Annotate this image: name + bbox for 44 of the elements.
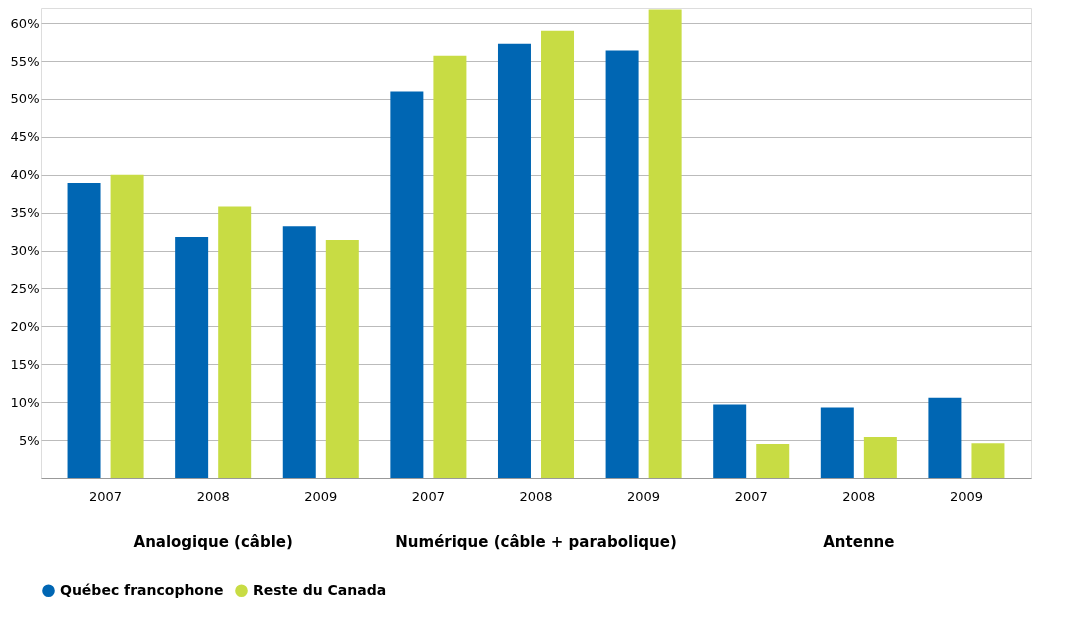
x-tick-label: 2009 <box>627 488 661 504</box>
bar <box>648 9 682 478</box>
legend-label: Québec francophone <box>60 581 224 598</box>
bar <box>325 239 359 478</box>
bar <box>497 43 531 478</box>
y-tick-label: 40% <box>10 167 40 183</box>
bar <box>971 443 1005 478</box>
y-tick-label: 50% <box>10 91 40 107</box>
y-tick-label: 30% <box>10 243 40 259</box>
x-tick-label: 2007 <box>734 488 768 504</box>
x-tick-label: 2009 <box>304 488 338 504</box>
y-tick-label: 10% <box>10 394 40 410</box>
x-tick-label: 2008 <box>519 488 553 504</box>
y-tick-label: 60% <box>10 15 40 31</box>
x-tick-label: 2007 <box>89 488 123 504</box>
y-tick-label: 45% <box>10 129 40 145</box>
bar <box>110 174 144 478</box>
bar <box>282 226 316 478</box>
x-tick-label: 2009 <box>949 488 983 504</box>
bar <box>390 91 424 478</box>
legend-label: Reste du Canada <box>253 581 387 598</box>
text: Analogique (câble) <box>133 533 293 551</box>
bar <box>433 55 467 478</box>
y-tick-label: 5% <box>18 432 40 448</box>
bar <box>218 206 252 478</box>
bar <box>863 437 897 478</box>
bar <box>713 404 747 478</box>
x-tick-label: 2008 <box>196 488 230 504</box>
y-tick-label: 15% <box>10 356 40 372</box>
bar <box>756 443 790 478</box>
x-tick-label: 2007 <box>411 488 445 504</box>
bar <box>928 397 962 478</box>
x-tick-label: 2008 <box>842 488 876 504</box>
text: Numérique (câble + parabolique) <box>395 533 677 551</box>
y-tick-label: 35% <box>10 205 40 221</box>
y-tick-label: 20% <box>10 318 40 334</box>
bar <box>67 183 101 478</box>
y-tick-label: 55% <box>10 53 40 69</box>
bar <box>541 30 575 478</box>
bar <box>175 236 209 478</box>
bar <box>820 407 854 478</box>
bar <box>605 50 639 478</box>
y-tick-label: 25% <box>10 280 40 296</box>
text: Antenne <box>823 533 895 551</box>
